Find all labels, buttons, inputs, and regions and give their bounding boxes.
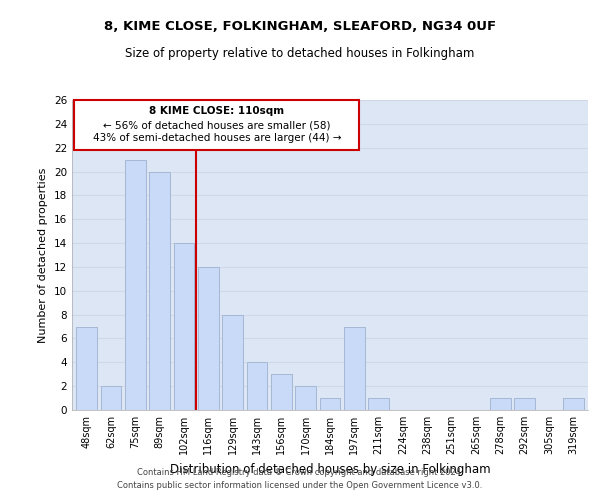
Text: 8 KIME CLOSE: 110sqm: 8 KIME CLOSE: 110sqm <box>149 106 284 116</box>
Bar <box>295 386 316 410</box>
Text: 8, KIME CLOSE, FOLKINGHAM, SLEAFORD, NG34 0UF: 8, KIME CLOSE, FOLKINGHAM, SLEAFORD, NG3… <box>104 20 496 33</box>
Text: Size of property relative to detached houses in Folkingham: Size of property relative to detached ho… <box>125 48 475 60</box>
Bar <box>149 172 170 410</box>
Bar <box>173 243 194 410</box>
Bar <box>101 386 121 410</box>
Text: Contains HM Land Registry data © Crown copyright and database right 2024.: Contains HM Land Registry data © Crown c… <box>137 468 463 477</box>
FancyBboxPatch shape <box>74 100 359 150</box>
Bar <box>490 398 511 410</box>
Bar <box>271 374 292 410</box>
Bar <box>368 398 389 410</box>
Text: ← 56% of detached houses are smaller (58): ← 56% of detached houses are smaller (58… <box>103 120 331 130</box>
Bar <box>514 398 535 410</box>
Text: 43% of semi-detached houses are larger (44) →: 43% of semi-detached houses are larger (… <box>92 133 341 143</box>
Bar <box>563 398 584 410</box>
Y-axis label: Number of detached properties: Number of detached properties <box>38 168 49 342</box>
Bar <box>198 267 218 410</box>
Text: Contains public sector information licensed under the Open Government Licence v3: Contains public sector information licen… <box>118 480 482 490</box>
X-axis label: Distribution of detached houses by size in Folkingham: Distribution of detached houses by size … <box>170 462 490 475</box>
Bar <box>320 398 340 410</box>
Bar <box>222 314 243 410</box>
Bar <box>125 160 146 410</box>
Bar <box>76 326 97 410</box>
Bar <box>344 326 365 410</box>
Bar <box>247 362 268 410</box>
